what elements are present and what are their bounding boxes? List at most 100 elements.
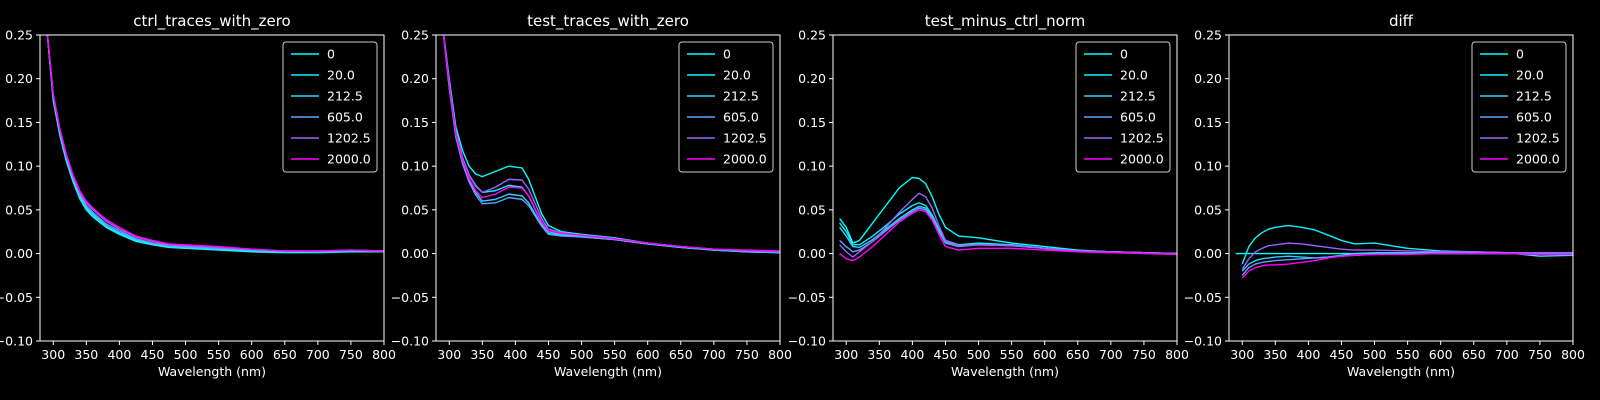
- y-tick-label: 0.20: [1194, 71, 1222, 86]
- x-tick-label: 800: [768, 347, 792, 362]
- y-tick-label: −0.05: [0, 290, 33, 305]
- y-tick-label: 0.25: [401, 28, 429, 43]
- y-tick-label: 0.05: [401, 202, 429, 217]
- legend-entry: 2000.0: [723, 152, 767, 167]
- y-tick-label: 0.25: [1194, 28, 1222, 43]
- x-tick-label: 450: [1330, 347, 1354, 362]
- y-tick-label: −0.05: [391, 290, 429, 305]
- chart-title: test_minus_ctrl_norm: [925, 12, 1086, 31]
- y-tick-label: 0.10: [798, 159, 826, 174]
- x-tick-label: 350: [867, 347, 891, 362]
- x-tick-label: 750: [339, 347, 363, 362]
- series-line-4: [839, 192, 1177, 258]
- plot-frame: [39, 34, 385, 342]
- x-tick-label: 600: [1033, 347, 1057, 362]
- legend-entry: 1202.5: [327, 131, 371, 146]
- x-tick-label: 800: [1165, 347, 1189, 362]
- x-tick-label: 750: [735, 347, 759, 362]
- legend-entry: 2000.0: [1516, 152, 1560, 167]
- legend-entry: 0: [1516, 47, 1524, 62]
- x-tick-label: 700: [1495, 347, 1519, 362]
- x-tick-label: 450: [934, 347, 958, 362]
- legend: 0 20.0 212.5 605.0 1202.5 2000.0: [678, 41, 774, 173]
- x-axis-label: Wavelength (nm): [158, 364, 266, 379]
- y-tick-label: 0.10: [401, 159, 429, 174]
- legend-entry: 2000.0: [327, 152, 371, 167]
- legend-entry: 605.0: [327, 110, 363, 125]
- x-tick-label: 600: [240, 347, 264, 362]
- y-tick-label: 0.25: [798, 28, 826, 43]
- legend-entry: 605.0: [1516, 110, 1552, 125]
- y-tick-label: 0.05: [1194, 202, 1222, 217]
- legend-entry: 20.0: [1120, 68, 1148, 83]
- series-lines: [1235, 224, 1573, 279]
- chart-panel-3: test_minus_ctrl_norm 300 350 400 450 500 550 60…: [788, 12, 1189, 379]
- chart-panel-1: ctrl_traces_with_zero 300 350 400 450 500 550 6…: [0, 12, 396, 379]
- x-tick-label: 300: [41, 347, 65, 362]
- plot-frame: [435, 34, 781, 342]
- series-line-5: [1241, 252, 1573, 279]
- legend-entry: 1202.5: [1516, 131, 1560, 146]
- x-tick-label: 300: [1230, 347, 1254, 362]
- legend-entry: 1202.5: [723, 131, 767, 146]
- y-tick-label: 0.15: [1194, 115, 1222, 130]
- legend-entry: 1202.5: [1120, 131, 1164, 146]
- y-tick-label: −0.05: [1184, 290, 1222, 305]
- x-tick-label: 350: [1263, 347, 1287, 362]
- x-tick-label: 650: [273, 347, 297, 362]
- legend-entry: 212.5: [723, 89, 759, 104]
- y-tick-label: 0.05: [5, 202, 33, 217]
- legend-entry: 20.0: [1516, 68, 1544, 83]
- x-tick-label: 550: [1396, 347, 1420, 362]
- chart-panel-2: test_traces_with_zero 300 350 400 450 500 550 6…: [391, 12, 792, 379]
- y-tick-label: −0.10: [0, 334, 33, 349]
- chart-title: diff: [1389, 12, 1414, 30]
- legend-entry: 212.5: [1120, 89, 1156, 104]
- y-tick-label: 0.00: [401, 246, 429, 261]
- y-tick-label: 0.20: [401, 71, 429, 86]
- y-tick-label: 0.20: [798, 71, 826, 86]
- x-tick-label: 450: [537, 347, 561, 362]
- x-axis-label: Wavelength (nm): [1347, 364, 1455, 379]
- legend-entry: 2000.0: [1120, 152, 1164, 167]
- legend-entry: 212.5: [1516, 89, 1552, 104]
- legend-entry: 0: [1120, 47, 1128, 62]
- x-tick-label: 400: [1296, 347, 1320, 362]
- y-tick-label: 0.10: [5, 159, 33, 174]
- x-tick-label: 650: [1462, 347, 1486, 362]
- x-tick-label: 400: [503, 347, 527, 362]
- x-tick-label: 650: [1066, 347, 1090, 362]
- legend-entry: 605.0: [723, 110, 759, 125]
- series-line-0: [839, 176, 1177, 255]
- x-tick-label: 600: [636, 347, 660, 362]
- x-tick-label: 700: [1099, 347, 1123, 362]
- series-lines: [442, 35, 780, 254]
- x-tick-label: 600: [1429, 347, 1453, 362]
- y-tick-label: 0.05: [798, 202, 826, 217]
- x-tick-label: 550: [207, 347, 231, 362]
- x-tick-label: 800: [372, 347, 396, 362]
- series-line-5: [46, 35, 384, 252]
- legend: 0 20.0 212.5 605.0 1202.5 2000.0: [1075, 41, 1171, 173]
- chart-panel-4: diff 300 350 400 450 500 550 600 650 700 750 800 −0.…: [1184, 12, 1585, 379]
- legend-entry: 0: [723, 47, 731, 62]
- x-tick-label: 750: [1132, 347, 1156, 362]
- chart-title: ctrl_traces_with_zero: [133, 12, 290, 31]
- y-tick-label: 0.00: [798, 246, 826, 261]
- y-tick-label: −0.05: [788, 290, 826, 305]
- legend-entry: 0: [327, 47, 335, 62]
- x-tick-label: 450: [141, 347, 165, 362]
- x-tick-label: 500: [1363, 347, 1387, 362]
- legend-entry: 212.5: [327, 89, 363, 104]
- series-line-4: [1241, 242, 1573, 270]
- x-axis-label: Wavelength (nm): [951, 364, 1059, 379]
- legend-entry: 20.0: [327, 68, 355, 83]
- x-tick-label: 700: [306, 347, 330, 362]
- y-tick-label: 0.00: [5, 246, 33, 261]
- x-tick-label: 750: [1528, 347, 1552, 362]
- x-tick-label: 300: [437, 347, 461, 362]
- x-tick-label: 350: [74, 347, 98, 362]
- x-tick-label: 300: [834, 347, 858, 362]
